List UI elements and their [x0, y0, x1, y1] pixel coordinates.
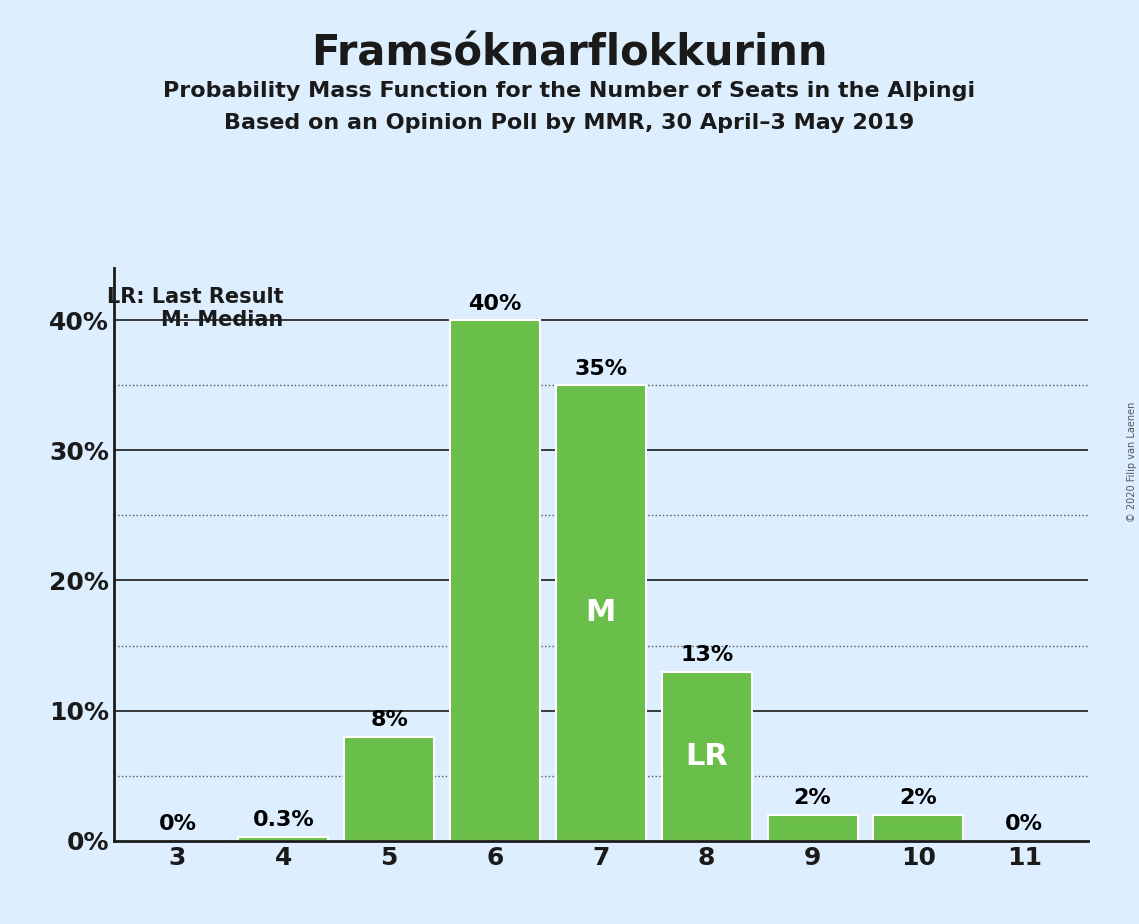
Text: M: Median: M: Median [161, 310, 284, 330]
Bar [450, 320, 540, 841]
Bar [874, 815, 964, 841]
Bar [238, 837, 328, 841]
Text: LR: LR [686, 742, 728, 771]
Text: © 2020 Filip van Laenen: © 2020 Filip van Laenen [1126, 402, 1137, 522]
Text: 0.3%: 0.3% [253, 810, 314, 831]
Text: 2%: 2% [794, 788, 831, 808]
Text: 40%: 40% [468, 294, 522, 313]
Text: 2%: 2% [900, 788, 937, 808]
Text: Framsóknarflokkurinn: Framsóknarflokkurinn [311, 32, 828, 74]
Bar [344, 736, 434, 841]
Bar [556, 385, 646, 841]
Bar [662, 672, 752, 841]
Text: 8%: 8% [370, 711, 408, 730]
Text: Probability Mass Function for the Number of Seats in the Alþingi: Probability Mass Function for the Number… [163, 81, 976, 102]
Text: LR: Last Result: LR: Last Result [107, 287, 284, 308]
Text: 0%: 0% [158, 814, 196, 834]
Bar [768, 815, 858, 841]
Text: Based on an Opinion Poll by MMR, 30 April–3 May 2019: Based on an Opinion Poll by MMR, 30 Apri… [224, 113, 915, 133]
Text: 13%: 13% [680, 645, 734, 665]
Text: M: M [585, 599, 616, 627]
Text: 0%: 0% [1006, 814, 1043, 834]
Text: 35%: 35% [574, 359, 628, 379]
